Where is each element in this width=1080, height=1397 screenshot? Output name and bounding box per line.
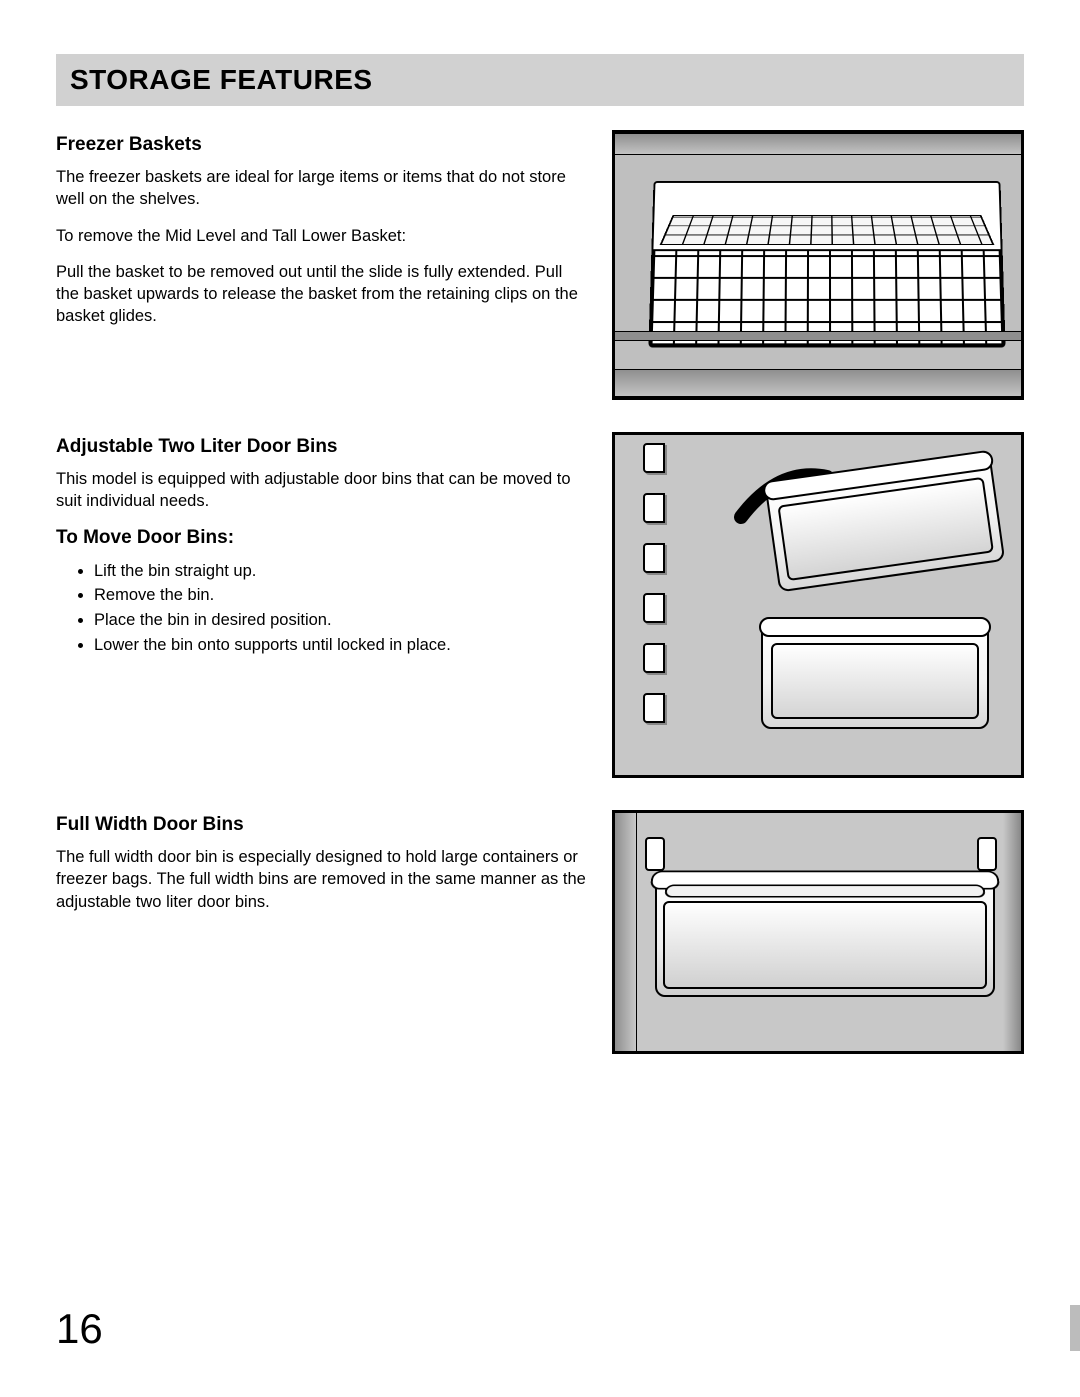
heading-freezer-baskets: Freezer Baskets xyxy=(56,134,586,156)
list-item: Place the bin in desired position. xyxy=(94,608,586,633)
heading-full-width-bins: Full Width Door Bins xyxy=(56,814,586,836)
section-full-width-bins: Full Width Door Bins The full width door… xyxy=(56,810,1024,1054)
section-title-bar: STORAGE FEATURES xyxy=(56,54,1024,106)
page-edge-decoration xyxy=(1070,1305,1080,1351)
page-number: 16 xyxy=(56,1305,103,1353)
steps-list: Lift the bin straight up. Remove the bin… xyxy=(56,559,586,658)
figure-freezer-basket xyxy=(612,130,1024,400)
text-column: Freezer Baskets The freezer baskets are … xyxy=(56,130,586,400)
section-title: STORAGE FEATURES xyxy=(70,64,1010,96)
list-item: Remove the bin. xyxy=(94,583,586,608)
list-item: Lower the bin onto supports until locked… xyxy=(94,633,586,658)
section-freezer-baskets: Freezer Baskets The freezer baskets are … xyxy=(56,130,1024,400)
list-item: Lift the bin straight up. xyxy=(94,559,586,584)
figure-adjustable-bins xyxy=(612,432,1024,778)
paragraph: The freezer baskets are ideal for large … xyxy=(56,166,586,211)
subheading-move-bins: To Move Door Bins: xyxy=(56,527,586,549)
figure-column xyxy=(612,130,1024,400)
figure-column xyxy=(612,432,1024,778)
figure-full-width-bin xyxy=(612,810,1024,1054)
text-column: Adjustable Two Liter Door Bins This mode… xyxy=(56,432,586,778)
figure-column xyxy=(612,810,1024,1054)
paragraph: Pull the basket to be removed out until … xyxy=(56,261,586,328)
paragraph: This model is equipped with adjustable d… xyxy=(56,468,586,513)
paragraph: To remove the Mid Level and Tall Lower B… xyxy=(56,225,586,247)
text-column: Full Width Door Bins The full width door… xyxy=(56,810,586,1054)
paragraph: The full width door bin is especially de… xyxy=(56,846,586,913)
manual-page: STORAGE FEATURES Freezer Baskets The fre… xyxy=(0,0,1080,1054)
heading-adjustable-bins: Adjustable Two Liter Door Bins xyxy=(56,436,586,458)
section-adjustable-bins: Adjustable Two Liter Door Bins This mode… xyxy=(56,432,1024,778)
